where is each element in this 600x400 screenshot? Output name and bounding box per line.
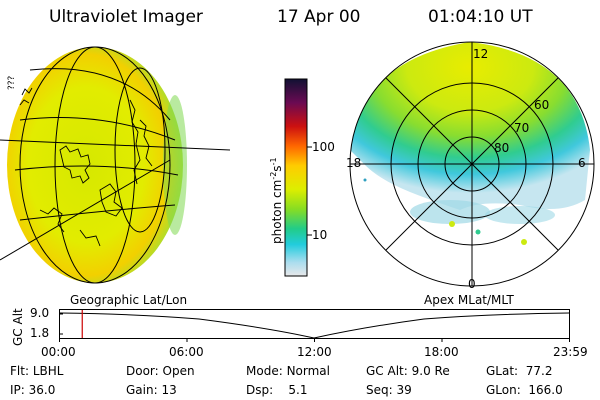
lat-lon-grid (0, 46, 231, 284)
mlt-label-12: 12 (473, 47, 489, 61)
left-panel-label: Geographic Lat/Lon (70, 293, 188, 307)
time-tick-1800: 18:00 (424, 345, 459, 359)
ip-status: IP: 36.0 (10, 383, 56, 397)
door-status: Door: Open (126, 364, 195, 378)
dayglow-emission (7, 47, 183, 283)
mlat-label-70: 70 (514, 121, 530, 135)
glon-status: GLon: 166.0 (486, 383, 563, 397)
mlt-label-0: 0 (468, 277, 476, 291)
right-panel-label: Apex MLat/MLT (424, 293, 514, 307)
altitude-strip-chart (59, 309, 570, 342)
alt-tick-1-8: 1.8 (30, 326, 50, 340)
observation-time: 01:04:10 UT (428, 7, 533, 27)
seq-status: Seq: 39 (366, 383, 412, 397)
intensity-colorbar (284, 78, 312, 277)
observation-date: 17 Apr 00 (277, 7, 361, 27)
gc-alt-status: GC Alt: 9.0 Re (366, 364, 450, 378)
colorbar-tick-100: 100 (312, 140, 335, 154)
dsp-status: Dsp: 5.1 (246, 383, 308, 397)
mode-status: Mode: Normal (246, 364, 330, 378)
instrument-title: Ultraviolet Imager (49, 7, 203, 27)
mlat-label-60: 60 (534, 98, 550, 112)
mlat-label-80: 80 (494, 141, 510, 155)
alt-tick-9: 9.0 (30, 306, 50, 320)
orbit-altitude-curve (59, 312, 570, 339)
colorbar-tick-10: 10 (312, 228, 328, 242)
coastlines (19, 87, 153, 247)
mlt-label-18: 18 (346, 156, 362, 170)
polar-grid (349, 41, 595, 287)
time-tick-1200: 12:00 (297, 345, 332, 359)
auroral-emission (350, 42, 590, 210)
filter-status: Flt: LBHL (10, 364, 64, 378)
gain-status: Gain: 13 (126, 383, 177, 397)
glat-status: GLat: 77.2 (486, 364, 553, 378)
time-tick-0000: 00:00 (41, 345, 76, 359)
time-tick-2359: 23:59 (553, 345, 588, 359)
time-tick-0600: 06:00 (169, 345, 204, 359)
mlt-label-6: 6 (578, 156, 586, 170)
altitude-axis-label: GC Alt (11, 308, 25, 346)
